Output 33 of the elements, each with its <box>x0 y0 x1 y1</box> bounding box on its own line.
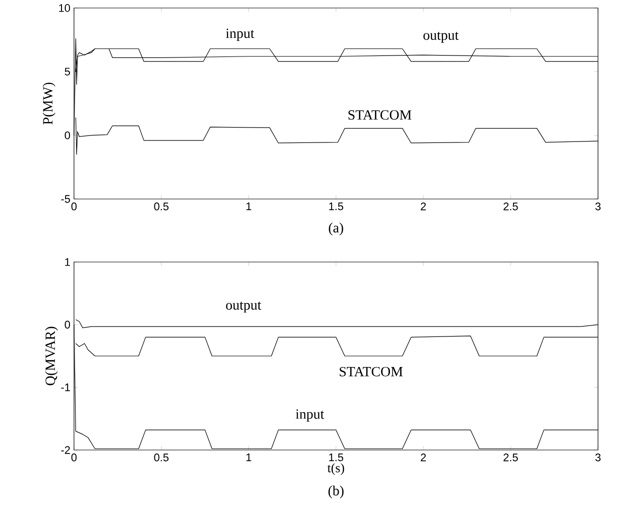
y-tick-label: 5 <box>64 68 70 76</box>
x-tick-label: 2 <box>420 454 426 462</box>
x-tick-label: 0.5 <box>154 202 169 210</box>
series-label: input <box>226 28 254 41</box>
x-tick-label: 2.5 <box>504 202 518 210</box>
x-tick-label: 1.5 <box>329 454 344 462</box>
text: (a) <box>328 222 344 236</box>
series-label: STATCOM <box>340 366 403 376</box>
x-tick-label: 0 <box>71 202 77 210</box>
y-tick-label: 0 <box>64 131 70 140</box>
x-tick-label: 0.5 <box>154 454 169 462</box>
series-label: input <box>296 409 324 422</box>
x-tick-label: 2 <box>420 202 426 210</box>
x-axis-title: t(s) <box>327 463 344 475</box>
series-label: output <box>423 32 459 43</box>
x-tick-label: 1 <box>246 454 252 462</box>
y-axis-title: P(MW) <box>42 82 56 124</box>
series-label: output <box>226 302 262 313</box>
x-tick-label: 0 <box>71 454 77 462</box>
y-tick-label: 0 <box>64 320 70 329</box>
x-tick-label: 1.5 <box>329 202 344 210</box>
x-tick-label: 3 <box>595 454 601 462</box>
y-tick-label: -2 <box>61 446 70 454</box>
x-tick-label: 1 <box>246 202 252 210</box>
x-tick-label: 2.5 <box>504 454 518 462</box>
series-label: STATCOM <box>348 110 412 120</box>
x-tick-label: 3 <box>595 202 601 210</box>
y-tick-label: 1 <box>65 258 70 266</box>
y-tick-label: 10 <box>59 4 70 12</box>
text: (b) <box>328 486 344 498</box>
y-axis-title: Q(MVAR) <box>45 326 58 386</box>
y-tick-label: -5 <box>61 195 70 203</box>
y-tick-label: -1 <box>61 384 70 392</box>
